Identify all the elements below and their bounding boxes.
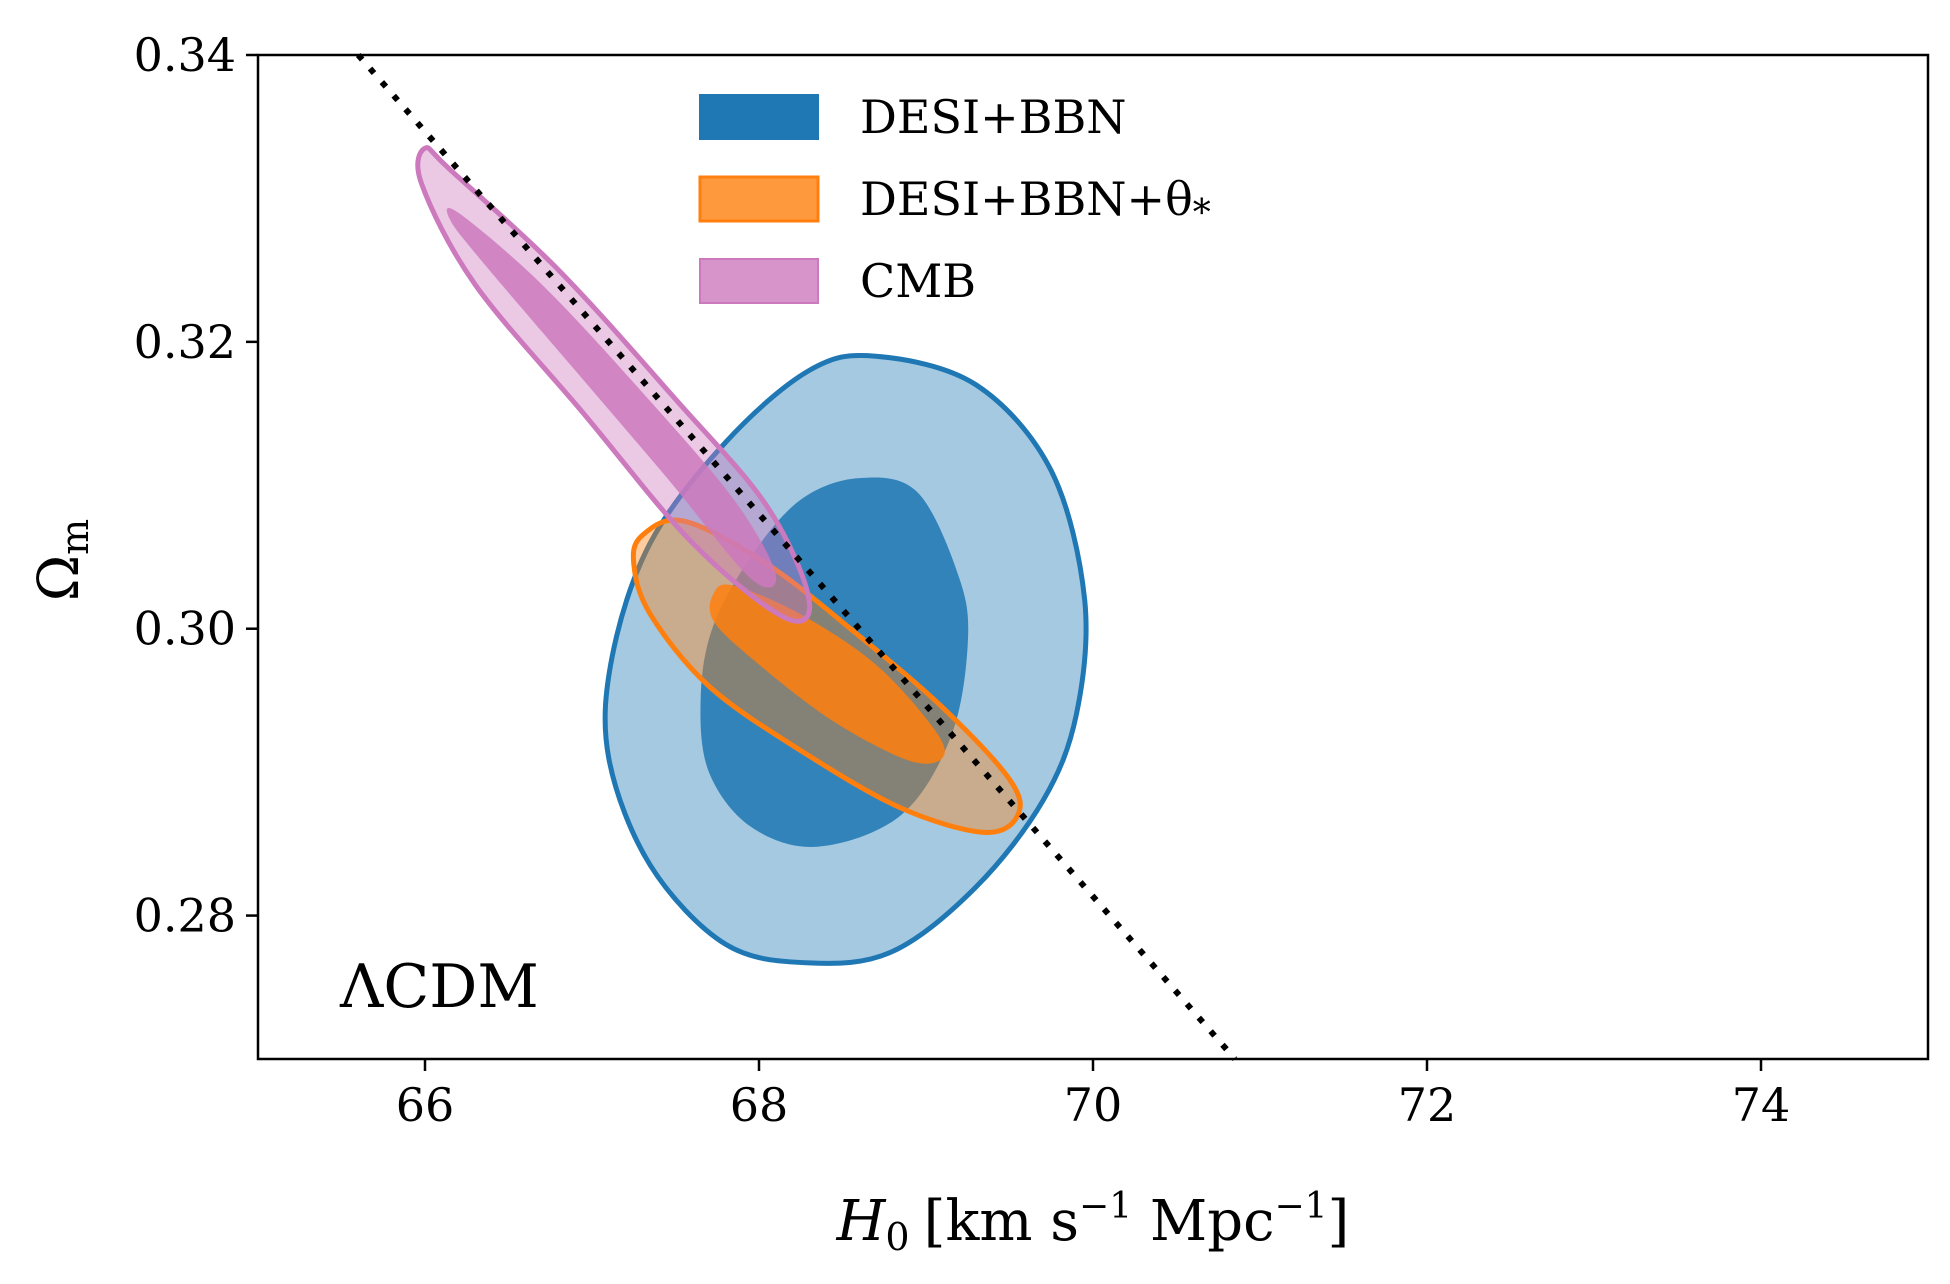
x-tick-label: 70 [1064, 1078, 1123, 1132]
legend-label: DESI+BBN [860, 90, 1127, 144]
y-tick-label: 0.32 [134, 315, 236, 369]
legend-swatch [699, 258, 819, 304]
contour-layer [415, 145, 1089, 966]
y-tick-label: 0.30 [134, 602, 236, 656]
y-tick-label: 0.34 [134, 28, 236, 82]
x-axis-ticks: 66 68 70 72 74 [396, 1059, 1791, 1132]
legend: DESI+BBN DESI+BBN+θ* CMB [698, 90, 1211, 308]
x-tick-label: 66 [396, 1078, 455, 1132]
x-tick-label: 74 [1732, 1078, 1791, 1132]
model-annotation: ΛCDM [339, 952, 539, 1022]
legend-item-desi_bbn: DESI+BBN [699, 90, 1127, 144]
x-axis-title: H0 [km s−1 Mpc−1] [836, 1186, 1350, 1259]
x-tick-label: 72 [1398, 1078, 1457, 1132]
plot-area [355, 53, 1238, 1061]
contour-group-desi_bbn_theta [630, 517, 1023, 835]
legend-label: DESI+BBN+θ* [860, 172, 1211, 234]
y-axis-title: Ωm [27, 519, 97, 601]
legend-swatch [699, 94, 819, 140]
contour-68-desi_bbn_theta [709, 584, 945, 764]
legend-item-cmb: CMB [699, 254, 976, 308]
y-tick-label: 0.28 [134, 889, 236, 943]
legend-label: CMB [860, 254, 976, 308]
x-tick-label: 68 [730, 1078, 789, 1132]
reference-dotted-line [355, 53, 1238, 1061]
legend-item-desi_bbn_theta: DESI+BBN+θ* [698, 172, 1211, 234]
contour-group-cmb [415, 145, 813, 624]
legend-swatch [698, 175, 820, 223]
y-axis-ticks: 0.28 0.30 0.32 0.34 [134, 28, 258, 943]
contour-68-cmb [446, 207, 777, 588]
